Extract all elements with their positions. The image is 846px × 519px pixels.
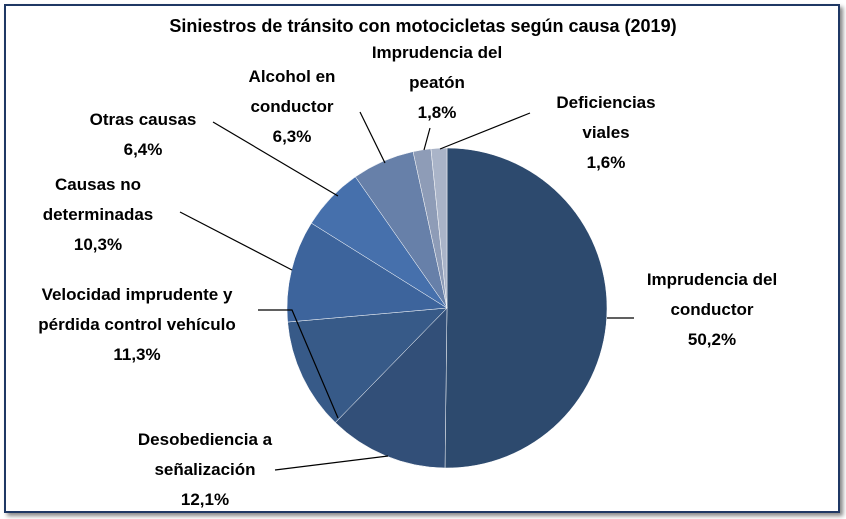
- pie-slice: [286, 222, 448, 323]
- value-label: 6,4%: [123, 140, 163, 159]
- category-label: Imprudencia del conductor: [646, 270, 778, 319]
- value-label: 12,1%: [180, 490, 230, 509]
- value-label: 11,3%: [113, 345, 161, 364]
- pie-slice: [430, 147, 448, 309]
- category-label: Alcohol en conductor: [248, 67, 336, 116]
- leader-line: [179, 211, 293, 271]
- leader-line: [274, 455, 389, 471]
- leader-line: [423, 127, 431, 151]
- category-label: Otras causas: [89, 110, 197, 129]
- value-label: 1,8%: [417, 103, 457, 122]
- leader-line: [212, 121, 339, 197]
- value-label: 1,6%: [586, 153, 626, 172]
- category-label: Deficiencias viales: [556, 93, 656, 142]
- slice-label: Alcohol en conductor 6,3%: [227, 62, 357, 152]
- value-label: 10,3%: [73, 235, 123, 254]
- leader-line: [258, 309, 339, 419]
- slice-label: Desobediencia a señalización 12,1%: [115, 425, 295, 515]
- slice-label: Imprudencia del peatón 1,8%: [362, 38, 512, 128]
- category-label: Causas no determinadas: [42, 175, 154, 224]
- category-label: Imprudencia del peatón: [371, 43, 503, 92]
- chart-title: Siniestros de tránsito con motocicletas …: [169, 16, 677, 36]
- leader-lines: [179, 111, 634, 471]
- category-label: Desobediencia a señalización: [137, 430, 273, 479]
- value-label: 6,3%: [272, 127, 312, 146]
- leader-line: [439, 112, 531, 150]
- slice-label: Velocidad imprudente y pérdida control v…: [27, 280, 247, 370]
- slices: [286, 147, 608, 469]
- value-label: 50,2%: [687, 330, 737, 349]
- slice-label: Deficiencias viales 1,6%: [536, 88, 676, 178]
- pie-slice: [444, 147, 608, 469]
- slice-label: Otras causas 6,4%: [63, 105, 223, 165]
- category-label: Velocidad imprudente y pérdida control v…: [38, 285, 236, 334]
- leader-line: [359, 111, 386, 164]
- slice-label: Causas no determinadas 10,3%: [28, 170, 168, 260]
- slice-label: Imprudencia del conductor 50,2%: [627, 265, 797, 355]
